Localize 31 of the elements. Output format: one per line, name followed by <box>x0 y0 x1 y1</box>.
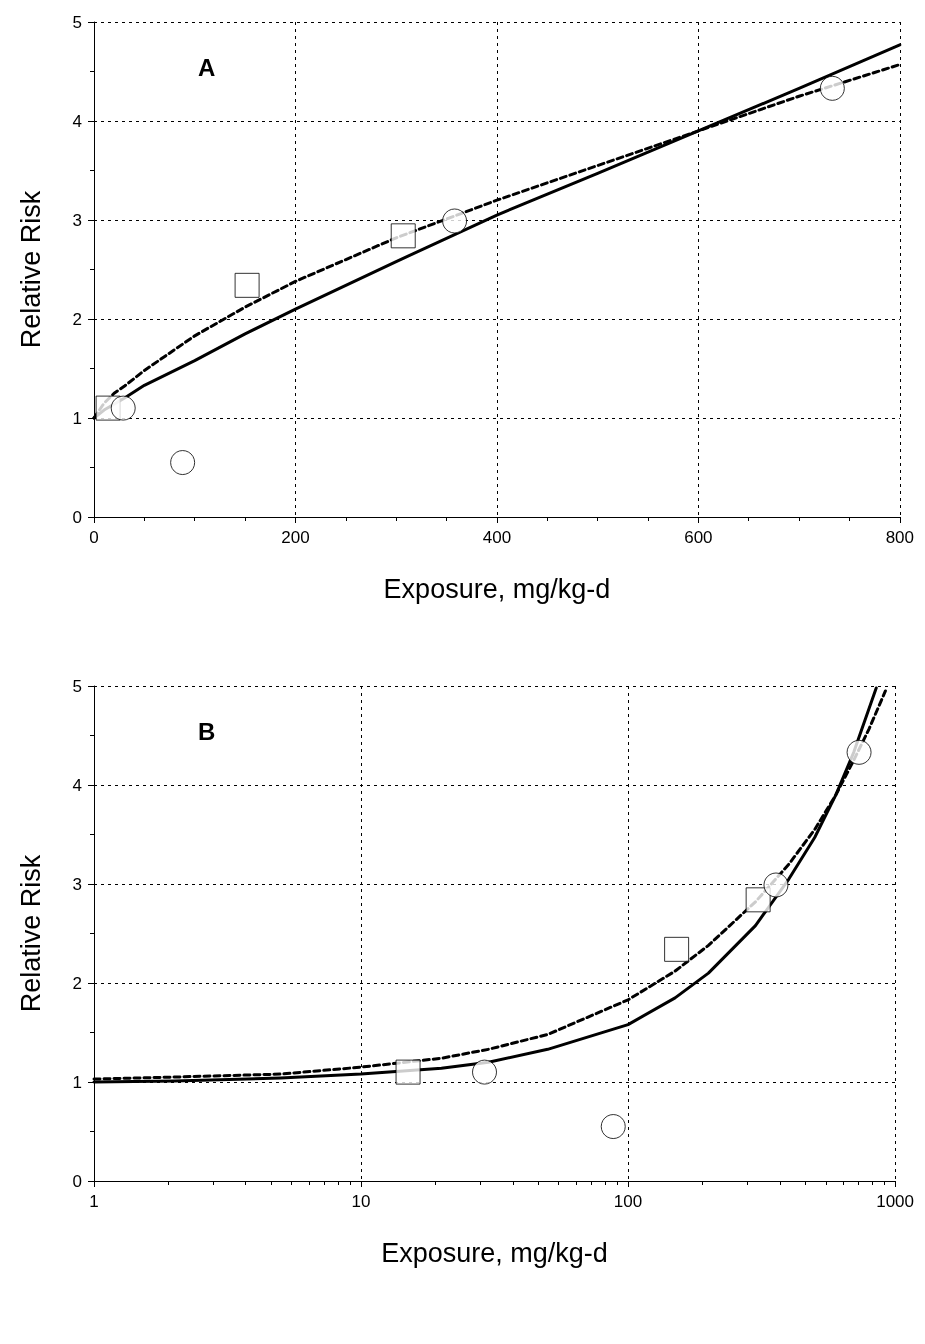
y-tick-label: 0 <box>72 507 82 527</box>
y-tick-label: 5 <box>72 12 82 32</box>
x-tick-label: 400 <box>482 528 512 547</box>
text: A <box>198 53 216 81</box>
y-axis-title: Relative Risk <box>15 190 46 349</box>
y-axis-title: Relative Risk <box>15 854 46 1013</box>
x-tick-label: 10 <box>351 1192 371 1211</box>
y-tick-label: 1 <box>72 408 82 428</box>
x-axis-title: Exposure, mg/kg-d <box>381 1237 608 1268</box>
point <box>819 75 845 101</box>
x-tick-label: 600 <box>684 528 713 547</box>
y-tick-label: 2 <box>72 309 82 329</box>
y-tick-label: 0 <box>72 1171 82 1191</box>
y-tick-label: 3 <box>72 210 82 230</box>
point <box>110 395 136 421</box>
point <box>390 223 416 249</box>
x-tick-label: 0 <box>89 528 99 547</box>
y-tick-label: 4 <box>72 111 82 131</box>
x-axis-title: Exposure, mg/kg-d <box>383 573 611 604</box>
x-tick-label: 200 <box>281 528 310 547</box>
y-tick-label: 3 <box>72 874 82 894</box>
x-tick-label: 800 <box>885 528 915 547</box>
x-tick-label: 1000 <box>876 1192 914 1211</box>
x-tick-label: 100 <box>613 1192 643 1211</box>
y-tick-label: 2 <box>72 973 82 993</box>
y-tick-label: 1 <box>72 1072 82 1092</box>
point <box>442 208 468 234</box>
y-tick-label: 4 <box>72 775 82 795</box>
x-tick-label: 1 <box>89 1192 99 1211</box>
y-tick-label: 5 <box>72 676 82 696</box>
text: B <box>198 717 216 745</box>
